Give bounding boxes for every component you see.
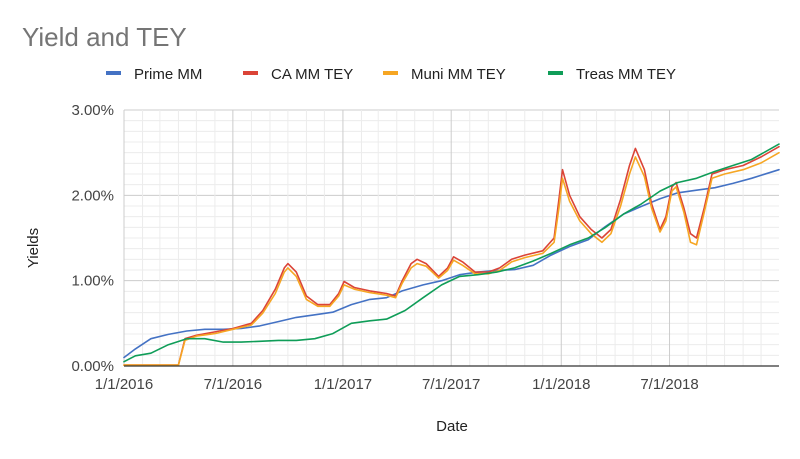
series-line-prime-mm [123,168,780,359]
series-line-treas-mm-tey [123,143,780,363]
legend-label: Prime MM [134,66,202,83]
y-axis-title: Yields [25,228,42,268]
legend: Prime MM CA MM TEY Muni MM TEY Treas MM TEY [106,66,676,83]
x-tick-label: 7/1/2018 [640,376,698,393]
y-tick-label: 1.00% [71,273,114,290]
legend-label: CA MM TEY [271,66,353,83]
chart-title: Yield and TEY [22,22,187,52]
series-line-ca-mm-tey [123,145,780,366]
grid [123,109,779,367]
x-tick-label: 1/1/2017 [314,376,372,393]
legend-swatch [383,71,398,75]
legend-swatch [548,71,563,75]
x-axis-title: Date [436,418,468,435]
series-lines [123,143,780,366]
y-tick-label: 0.00% [71,358,114,375]
x-tick-label: 1/1/2018 [532,376,590,393]
legend-swatch [106,71,121,75]
legend-label: Treas MM TEY [576,66,676,83]
legend-swatch [243,71,258,75]
y-tick-label: 3.00% [71,102,114,119]
x-tick-label: 1/1/2016 [95,376,153,393]
x-axis-ticks: 1/1/2016 7/1/2016 1/1/2017 7/1/2017 1/1/2018… [95,376,699,393]
y-tick-label: 2.00% [71,187,114,204]
y-axis-ticks: 0.00% 1.00% 2.00% 3.00% [71,102,114,375]
x-tick-label: 7/1/2017 [422,376,480,393]
legend-label: Muni MM TEY [411,66,506,83]
x-tick-label: 7/1/2016 [204,376,262,393]
